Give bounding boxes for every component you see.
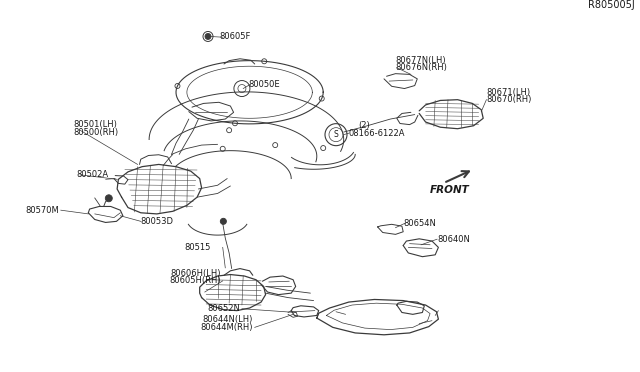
Text: 80501(LH): 80501(LH) (74, 120, 118, 129)
Text: R805005J: R805005J (588, 0, 635, 10)
Circle shape (220, 218, 227, 224)
Text: 80605H(RH): 80605H(RH) (169, 276, 221, 285)
Text: 80652N: 80652N (207, 304, 240, 313)
Text: 80515: 80515 (185, 243, 211, 252)
Text: S: S (333, 130, 339, 139)
Text: 80671(LH): 80671(LH) (486, 88, 531, 97)
Text: 80644N(LH): 80644N(LH) (202, 315, 253, 324)
Text: 80644M(RH): 80644M(RH) (200, 323, 253, 332)
Text: 80050E: 80050E (248, 80, 280, 89)
Circle shape (205, 33, 211, 39)
Text: 80606H(LH): 80606H(LH) (170, 269, 221, 278)
Text: (2): (2) (358, 121, 370, 130)
Text: 08166-6122A: 08166-6122A (349, 129, 405, 138)
Text: 80676N(RH): 80676N(RH) (396, 63, 447, 72)
Text: 80570M: 80570M (26, 206, 60, 215)
Text: 80654N: 80654N (403, 219, 436, 228)
Text: 80670(RH): 80670(RH) (486, 95, 532, 104)
Text: 80605F: 80605F (220, 32, 251, 41)
Text: 80677N(LH): 80677N(LH) (396, 56, 446, 65)
Text: 80502A: 80502A (77, 170, 109, 179)
Text: 80640N: 80640N (437, 235, 470, 244)
Text: FRONT: FRONT (430, 185, 470, 195)
Circle shape (106, 195, 112, 202)
Text: 80500(RH): 80500(RH) (74, 128, 119, 137)
Text: 80053D: 80053D (141, 217, 174, 226)
